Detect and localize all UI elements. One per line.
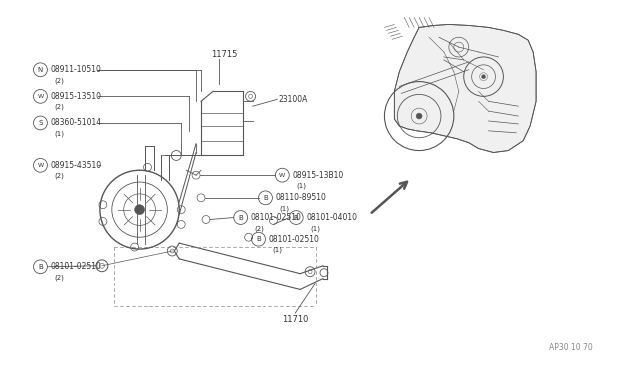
Text: 08101-02510: 08101-02510 [51,262,101,271]
Text: B: B [256,236,261,242]
Circle shape [481,75,486,78]
Text: (1): (1) [296,183,306,189]
Text: 23100A: 23100A [278,95,308,104]
Text: (1): (1) [310,225,320,232]
Text: W: W [37,94,44,99]
Text: 08110-89510: 08110-89510 [275,193,326,202]
Text: W: W [279,173,285,178]
Text: B: B [38,264,43,270]
Text: 08101-04010: 08101-04010 [306,213,357,222]
Circle shape [416,113,422,119]
Text: N: N [38,67,43,73]
Text: 08360-51014: 08360-51014 [51,118,102,128]
Text: (2): (2) [255,225,264,232]
Text: 11715: 11715 [211,49,237,58]
Text: 08101-02510: 08101-02510 [251,213,301,222]
Text: S: S [38,120,43,126]
Text: W: W [37,163,44,168]
Text: B: B [294,215,299,221]
Text: (2): (2) [54,173,64,179]
Text: (2): (2) [54,275,64,281]
Text: 08915-13510: 08915-13510 [51,92,101,101]
Text: 08101-02510: 08101-02510 [268,235,319,244]
Text: AP30 10 70: AP30 10 70 [549,343,593,352]
Polygon shape [394,25,536,153]
Text: 08915-43510: 08915-43510 [51,161,102,170]
Text: (2): (2) [54,77,64,84]
Text: B: B [263,195,268,201]
Circle shape [134,205,145,215]
Text: (2): (2) [54,104,64,110]
Text: (1): (1) [279,205,289,212]
Text: (1): (1) [54,131,65,137]
Text: 08915-13B10: 08915-13B10 [292,171,344,180]
Text: B: B [238,215,243,221]
Text: 11710: 11710 [282,315,308,324]
Text: (1): (1) [273,247,282,253]
Text: 08911-10510: 08911-10510 [51,65,101,74]
